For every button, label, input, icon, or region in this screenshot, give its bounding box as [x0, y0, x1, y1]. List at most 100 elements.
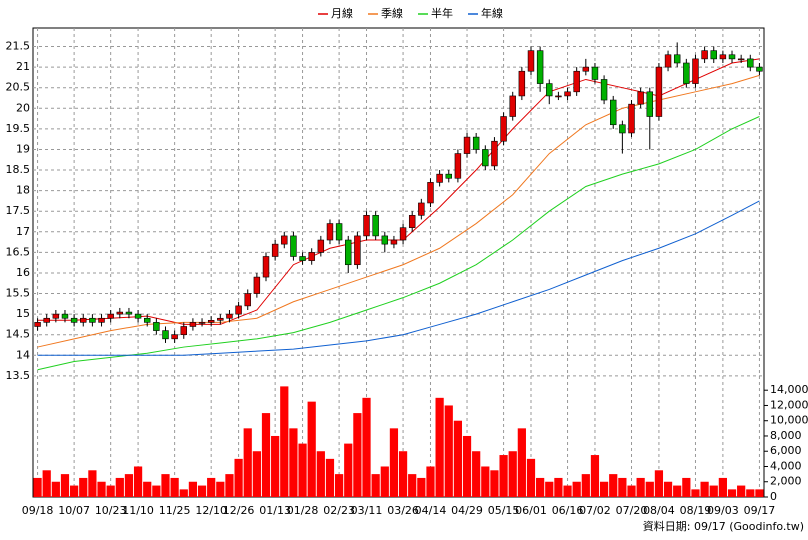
x-tick-label: 08/04	[643, 504, 675, 517]
candle-body	[335, 223, 343, 241]
candle-body	[180, 326, 187, 336]
volume-bar	[462, 435, 472, 497]
candle-body	[363, 215, 370, 237]
candle-body	[345, 239, 352, 266]
candle-body	[171, 334, 178, 340]
volume-bar	[298, 443, 307, 497]
volume-bar	[307, 401, 316, 497]
volume-bar	[334, 474, 344, 497]
volume-bar	[197, 485, 207, 497]
candle-body	[509, 95, 516, 117]
candle-body	[628, 103, 635, 134]
volume-bar	[124, 474, 134, 497]
volume-bar	[526, 458, 536, 497]
candle-body	[527, 50, 535, 72]
candle-body	[80, 317, 87, 323]
candle-body	[226, 313, 233, 319]
volume-bar	[481, 466, 490, 497]
candle-body	[134, 313, 142, 319]
volume-bar	[362, 397, 371, 497]
candle-body	[299, 256, 306, 261]
volume-bar	[417, 477, 426, 497]
volume-bar	[179, 489, 188, 497]
candle-body	[445, 173, 452, 179]
volume-bar	[243, 428, 252, 497]
x-tick-label: 12/26	[223, 504, 255, 517]
y-tick-label: 14	[16, 348, 30, 361]
candle-body	[153, 322, 160, 331]
volume-bar	[663, 481, 673, 497]
volume-bar	[252, 451, 261, 497]
candle-body	[564, 91, 571, 97]
y-tick-label: 21	[16, 60, 30, 73]
candle-body	[536, 50, 544, 84]
volume-bar	[645, 481, 654, 497]
candle-body	[600, 79, 608, 101]
volume-bar	[188, 481, 198, 497]
candle-body	[491, 140, 498, 167]
x-tick-label: 09/17	[744, 504, 776, 517]
volume-bar	[618, 477, 627, 497]
candle-body	[610, 99, 617, 126]
volume-bar	[737, 485, 746, 497]
volume-bar	[60, 474, 70, 497]
y-tick-label: 20.5	[6, 81, 31, 94]
volume-bar	[106, 485, 115, 497]
volume-bar	[563, 485, 572, 497]
volume-bar	[581, 474, 590, 497]
volume-bar	[79, 477, 88, 497]
candle-body	[381, 235, 389, 245]
candle-body	[217, 317, 224, 321]
volume-bar	[700, 481, 709, 497]
volume-bar	[490, 470, 499, 497]
candle-body	[418, 202, 425, 216]
legend-label: 月線	[331, 6, 353, 20]
y-tick-label: 13.5	[6, 369, 31, 382]
x-tick-label: 01/13	[259, 504, 291, 517]
volume-bar	[152, 485, 161, 497]
candle-body	[619, 124, 626, 134]
volume-bar	[271, 435, 280, 497]
volume-bar	[727, 489, 737, 497]
x-tick-label: 02/23	[323, 504, 355, 517]
candle-body	[326, 223, 334, 241]
x-tick-label: 08/19	[680, 504, 712, 517]
volume-bar	[170, 477, 179, 497]
volume-bar	[673, 485, 682, 497]
candle-body	[162, 330, 169, 340]
candle-body	[61, 313, 69, 319]
candle-body	[52, 313, 60, 319]
candle-body	[500, 116, 507, 142]
y-tick-label: 21.5	[6, 40, 31, 53]
candle-body	[107, 313, 114, 319]
y-tick-label: 14.5	[6, 328, 31, 341]
y-tick-label: 19.5	[6, 122, 31, 135]
volume-bar	[344, 443, 353, 497]
y2-tick-label: 8,000	[770, 429, 802, 442]
volume-bar	[325, 458, 335, 497]
volume-bar	[97, 481, 106, 497]
legend-label: 季線	[381, 6, 403, 20]
candle-body	[436, 173, 443, 183]
legend: 月線 季線 半年 年線	[318, 6, 503, 20]
volume-bar	[472, 451, 481, 497]
volume-bar	[115, 477, 124, 497]
volume-bar	[508, 451, 517, 497]
volume-bar	[316, 451, 325, 497]
candle-body	[262, 256, 270, 278]
y-tick-label: 17.5	[6, 204, 31, 217]
candle-body	[683, 62, 690, 84]
candle-body	[207, 320, 215, 323]
volume-bar	[289, 428, 298, 497]
volume-bar	[408, 474, 417, 497]
volume-bar	[380, 466, 389, 497]
y-tick-label: 19	[16, 142, 30, 155]
x-tick-label: 04/14	[415, 504, 447, 517]
volume-bar	[216, 481, 225, 497]
volume-bar	[517, 428, 526, 497]
y2-tick-label: 0	[770, 490, 777, 503]
candle-body	[399, 227, 407, 241]
candle-body	[472, 136, 480, 150]
candle-body	[582, 66, 590, 72]
